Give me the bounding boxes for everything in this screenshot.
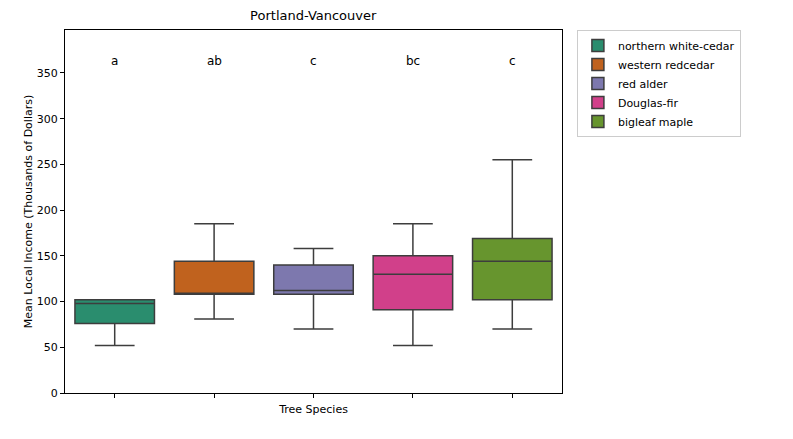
- svg-text:Portland-Vancouver: Portland-Vancouver: [250, 8, 377, 23]
- svg-text:ab: ab: [207, 54, 222, 68]
- svg-text:350: 350: [37, 67, 58, 80]
- svg-text:150: 150: [37, 250, 58, 263]
- svg-text:c: c: [509, 54, 516, 68]
- svg-text:Mean Local Income (Thousands o: Mean Local Income (Thousands of Dollars): [22, 95, 35, 328]
- svg-text:50: 50: [44, 341, 58, 354]
- svg-text:300: 300: [37, 113, 58, 126]
- svg-text:250: 250: [37, 158, 58, 171]
- svg-text:red alder: red alder: [618, 78, 668, 91]
- svg-text:0: 0: [51, 387, 58, 400]
- svg-text:Douglas-fir: Douglas-fir: [618, 97, 679, 110]
- svg-text:100: 100: [37, 295, 58, 308]
- svg-text:bigleaf maple: bigleaf maple: [618, 116, 693, 129]
- svg-text:Tree Species: Tree Species: [278, 403, 348, 416]
- svg-text:c: c: [310, 54, 317, 68]
- svg-text:bc: bc: [406, 54, 420, 68]
- svg-text:northern white-cedar: northern white-cedar: [618, 40, 735, 53]
- svg-text:a: a: [111, 54, 118, 68]
- svg-text:200: 200: [37, 204, 58, 217]
- svg-text:western redcedar: western redcedar: [618, 59, 715, 72]
